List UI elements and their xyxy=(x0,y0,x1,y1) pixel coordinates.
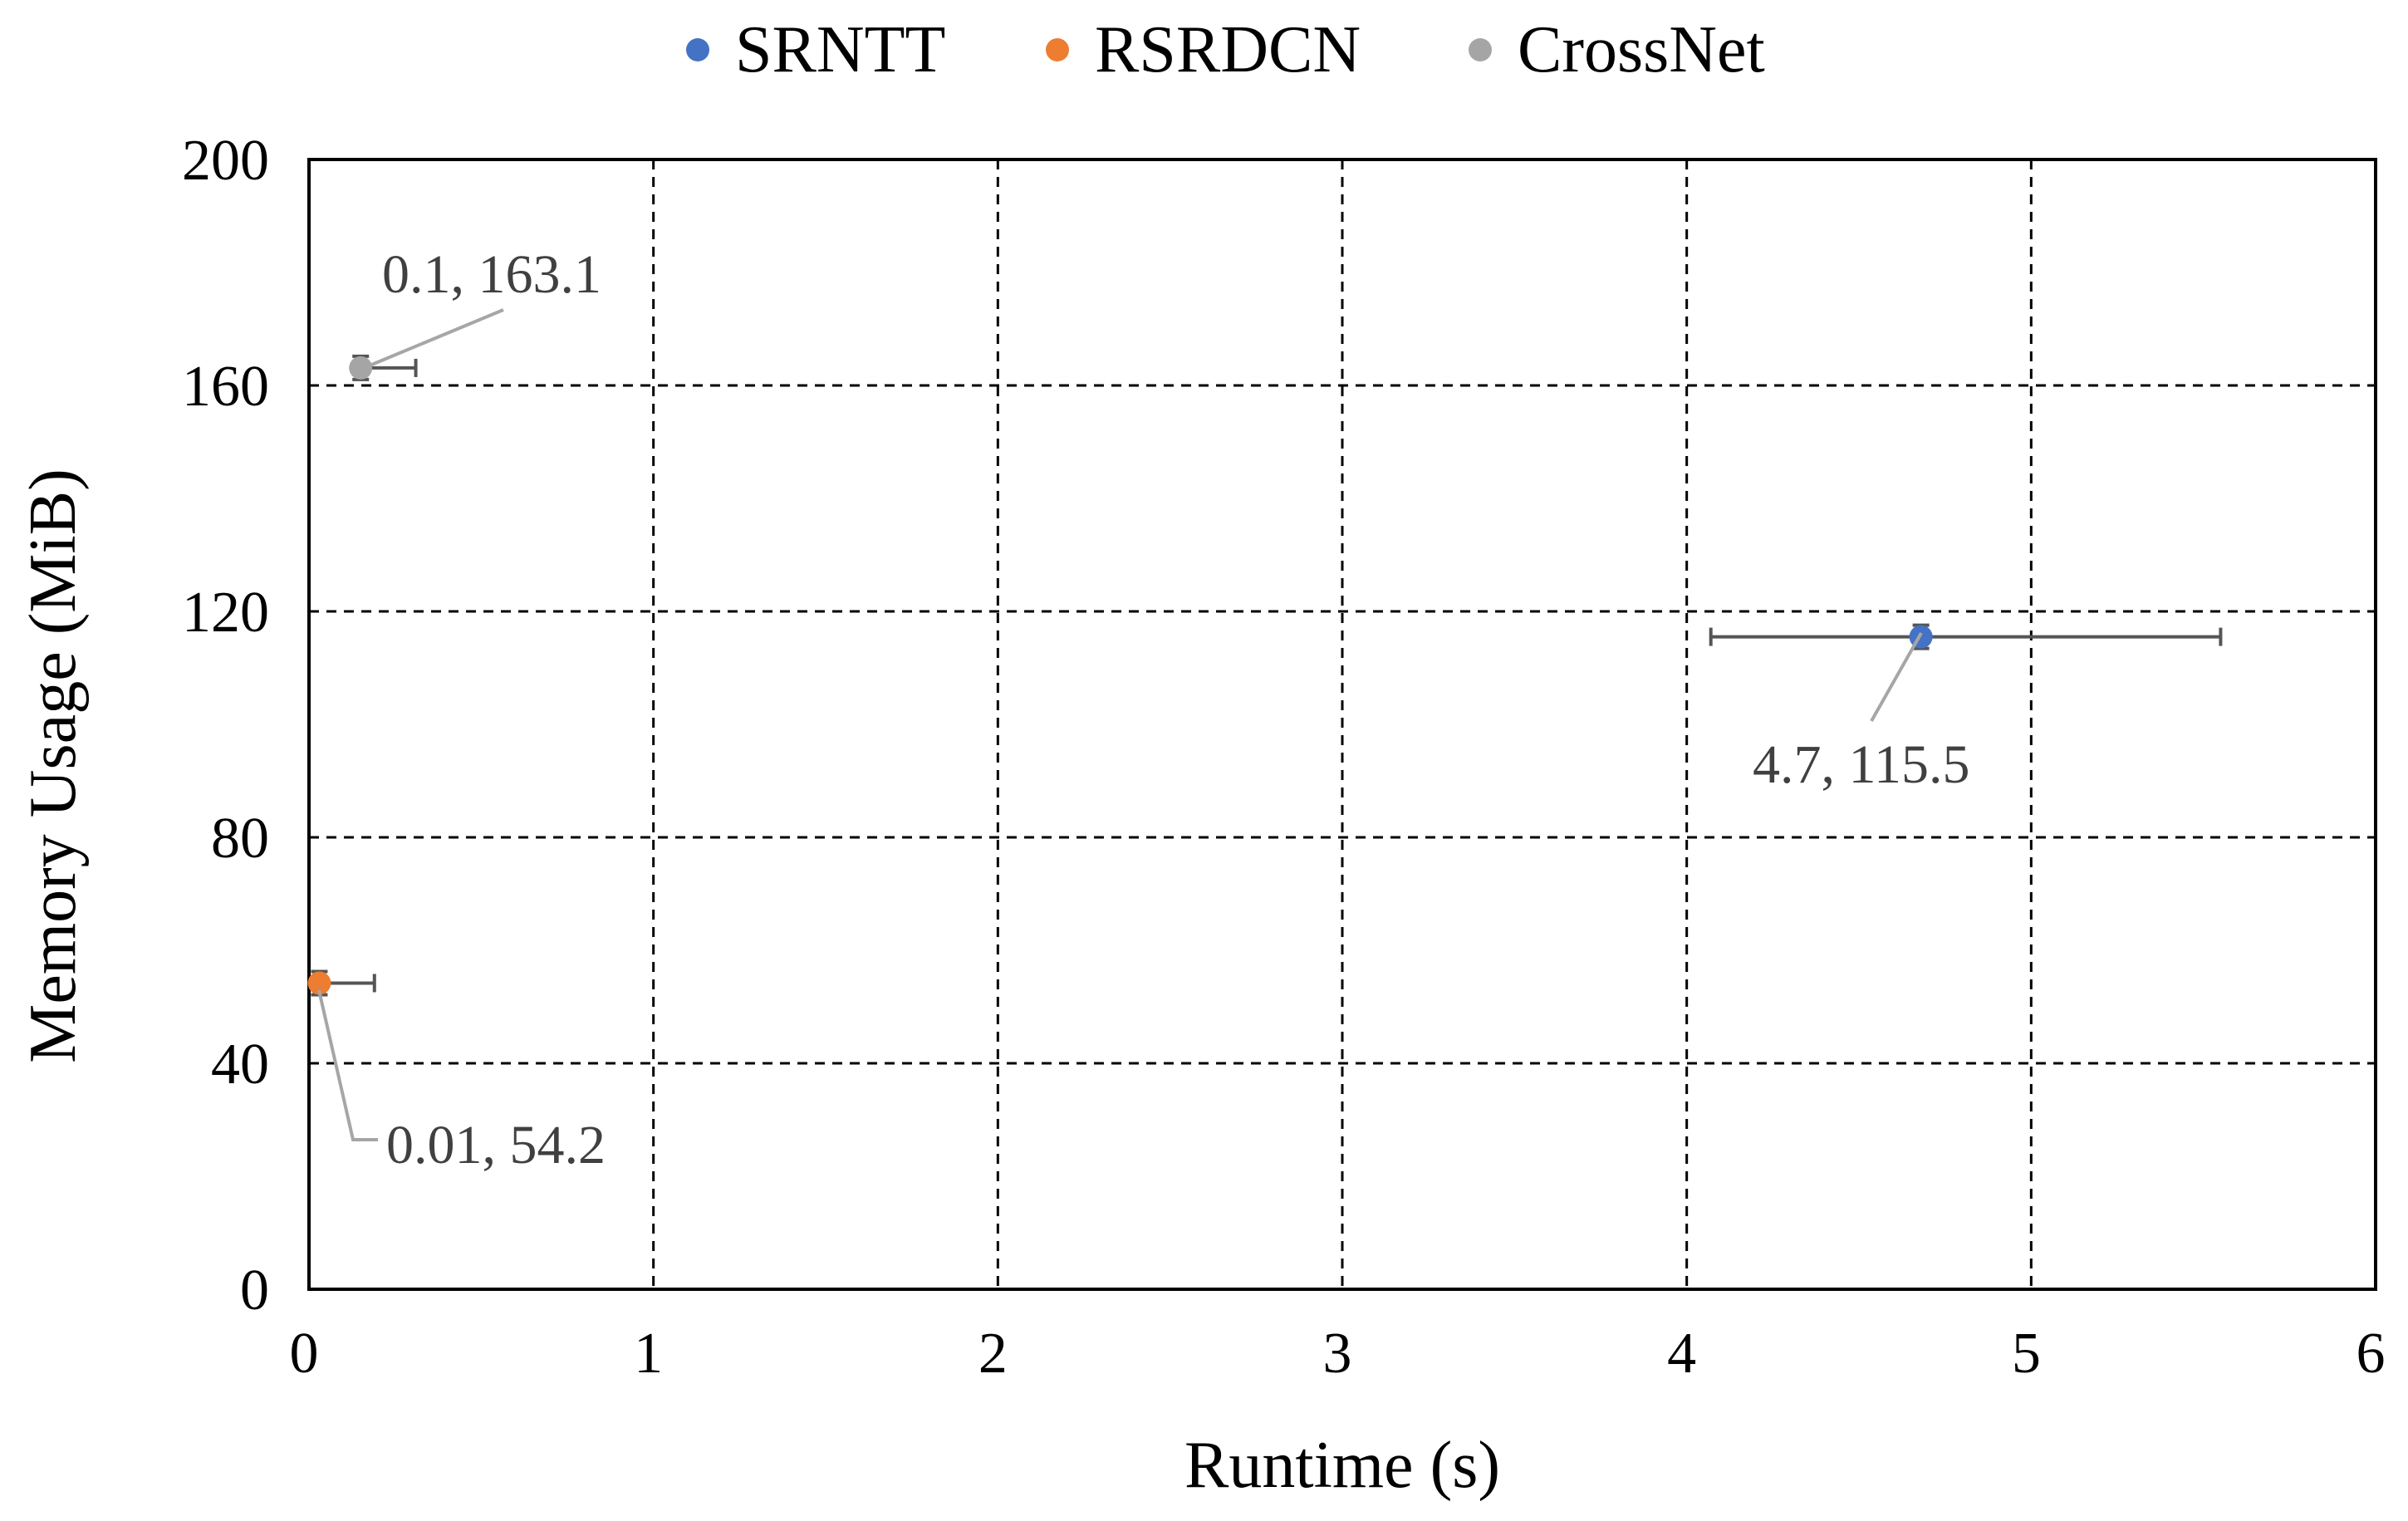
legend-marker xyxy=(1469,38,1492,61)
x-tick-label: 1 xyxy=(634,1322,663,1386)
legend-marker xyxy=(686,38,709,61)
legend-label: CrossNet xyxy=(1518,13,1765,86)
legend-label: RSRDCN xyxy=(1095,13,1361,86)
x-axis-title: Runtime (s) xyxy=(1184,1429,1500,1502)
y-tick-label: 120 xyxy=(182,581,269,645)
series-crossnet: 0.1, 163.1 xyxy=(349,244,601,381)
data-series: 4.7, 115.5 0.01, 54.2 0.1, 163.1 xyxy=(307,244,2223,1175)
label-leader-line xyxy=(1870,632,1923,722)
series-rsrdcn: 0.01, 54.2 xyxy=(307,969,606,1175)
x-tick-label: 0 xyxy=(290,1322,319,1386)
legend: SRNTT RSRDCN CrossNet xyxy=(686,13,1765,86)
y-tick-label: 0 xyxy=(240,1259,269,1322)
x-tick-label: 5 xyxy=(2012,1322,2041,1386)
label-leader-line xyxy=(317,989,378,1141)
x-axis-ticks: 0 1 2 3 4 5 6 xyxy=(290,1322,2386,1386)
legend-item-crossnet: CrossNet xyxy=(1469,13,1765,86)
legend-item-rsrdcn: RSRDCN xyxy=(1046,13,1361,86)
y-tick-label: 200 xyxy=(182,129,269,193)
plot-area-border xyxy=(307,158,2377,1291)
y-axis-title: Memory Usage (MiB) xyxy=(17,469,90,1062)
y-tick-label: 80 xyxy=(211,807,269,871)
label-leader-line xyxy=(369,308,504,367)
y-axis-ticks: 0 40 80 120 160 200 xyxy=(182,129,269,1322)
legend-item-srntt: SRNTT xyxy=(686,13,945,86)
x-tick-label: 2 xyxy=(978,1322,1008,1386)
data-label: 0.01, 54.2 xyxy=(386,1115,606,1175)
y-tick-label: 40 xyxy=(211,1033,269,1097)
y-tick-label: 160 xyxy=(182,355,269,419)
x-tick-label: 4 xyxy=(1667,1322,1696,1386)
legend-label: SRNTT xyxy=(735,13,945,86)
data-label: 0.1, 163.1 xyxy=(382,244,601,305)
x-tick-label: 3 xyxy=(1323,1322,1352,1386)
legend-marker xyxy=(1046,38,1069,61)
x-tick-label: 6 xyxy=(2357,1322,2386,1386)
data-point xyxy=(349,356,373,380)
data-label: 4.7, 115.5 xyxy=(1753,734,1970,795)
data-point xyxy=(307,971,331,995)
series-srntt: 4.7, 115.5 xyxy=(1709,623,2223,795)
gridlines xyxy=(309,159,2376,1289)
